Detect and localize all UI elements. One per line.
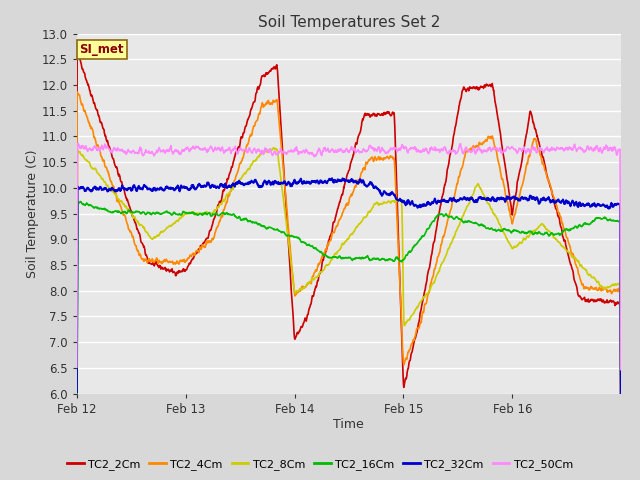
- Y-axis label: Soil Temperature (C): Soil Temperature (C): [26, 149, 39, 278]
- X-axis label: Time: Time: [333, 419, 364, 432]
- Text: SI_met: SI_met: [79, 43, 124, 56]
- Title: Soil Temperatures Set 2: Soil Temperatures Set 2: [258, 15, 440, 30]
- Legend: TC2_2Cm, TC2_4Cm, TC2_8Cm, TC2_16Cm, TC2_32Cm, TC2_50Cm: TC2_2Cm, TC2_4Cm, TC2_8Cm, TC2_16Cm, TC2…: [63, 455, 577, 474]
